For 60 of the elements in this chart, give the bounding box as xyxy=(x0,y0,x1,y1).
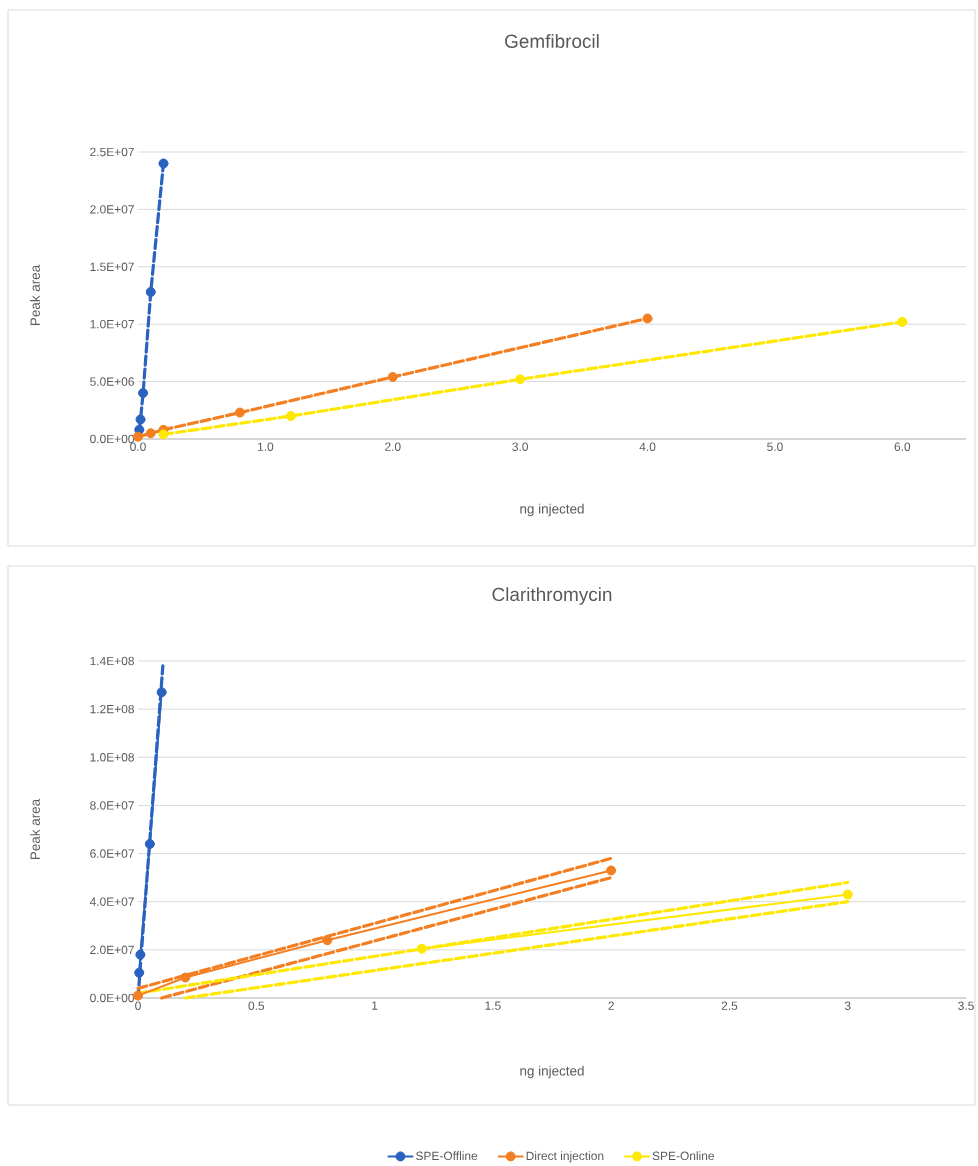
point xyxy=(145,838,156,849)
point xyxy=(158,158,169,169)
y-tick-label: 2.0E+07 xyxy=(90,205,135,214)
y-tick-label: 0.0E+00 xyxy=(90,434,135,444)
legend-label: Direct injection xyxy=(526,1151,604,1163)
y-tick-label: 1.2E+08 xyxy=(90,704,135,714)
x-tick-label: 2.0 xyxy=(385,442,401,451)
chart-title: Gemfibrocil xyxy=(505,34,599,48)
y-tick-label: 5.0E+06 xyxy=(90,377,135,386)
x-tick-label: 0 xyxy=(135,1001,142,1010)
x-tick-label: 4.0 xyxy=(639,442,656,451)
y-tick-label: 1.5E+07 xyxy=(90,262,135,272)
y-tick-label: 1.0E+08 xyxy=(90,753,135,762)
point xyxy=(133,431,144,442)
y-tick-label: 2.5E+07 xyxy=(90,147,135,157)
point xyxy=(322,935,333,946)
y-tick-label: 1.0E+07 xyxy=(90,319,135,329)
point xyxy=(145,428,156,439)
point xyxy=(135,949,146,960)
point xyxy=(145,287,156,298)
x-tick-label: 1 xyxy=(372,1001,378,1010)
legend-label: SPE-Online xyxy=(652,1151,715,1161)
x-tick-label: 5.0 xyxy=(767,442,783,451)
point xyxy=(387,371,398,382)
y-axis-title: Peak area xyxy=(30,798,41,860)
point xyxy=(134,967,145,978)
y-tick-label: 4.0E+07 xyxy=(90,897,135,906)
x-tick-label: 3.5 xyxy=(958,1001,974,1010)
point xyxy=(156,687,167,698)
y-tick-label: 6.0E+07 xyxy=(90,849,135,858)
point xyxy=(135,414,146,425)
point xyxy=(897,316,908,327)
point xyxy=(138,388,149,399)
y-tick-label: 2.0E+07 xyxy=(90,945,135,955)
x-tick-label: 1.0 xyxy=(258,442,274,451)
point xyxy=(606,865,617,876)
x-tick-label: 1.5 xyxy=(485,1001,501,1010)
legend-label: SPE-Offline xyxy=(416,1151,478,1161)
point xyxy=(642,313,653,324)
x-tick-label: 6.0 xyxy=(894,442,911,451)
x-tick-label: 3.0 xyxy=(512,442,529,451)
point xyxy=(842,889,853,900)
point xyxy=(286,411,297,422)
x-tick-label: 0.0 xyxy=(130,442,147,451)
y-axis-title: Peak area xyxy=(30,264,41,326)
y-tick-label: 8.0E+07 xyxy=(90,801,135,810)
point xyxy=(235,407,246,418)
point xyxy=(417,943,428,954)
x-tick-label: 3 xyxy=(845,1001,851,1010)
chart-title: Clarithromycin xyxy=(492,587,612,605)
x-tick-label: 2.5 xyxy=(721,1001,738,1010)
x-tick-label: 0.5 xyxy=(248,1001,265,1010)
y-tick-label: 0.0E+00 xyxy=(90,993,135,1003)
x-axis-title: ng injected xyxy=(520,1065,584,1079)
point xyxy=(515,374,526,385)
point xyxy=(180,972,191,983)
x-axis-title: ng injected xyxy=(520,503,584,517)
point xyxy=(158,429,169,440)
y-tick-label: 1.4E+08 xyxy=(90,656,135,666)
x-tick-label: 2 xyxy=(608,1001,615,1010)
